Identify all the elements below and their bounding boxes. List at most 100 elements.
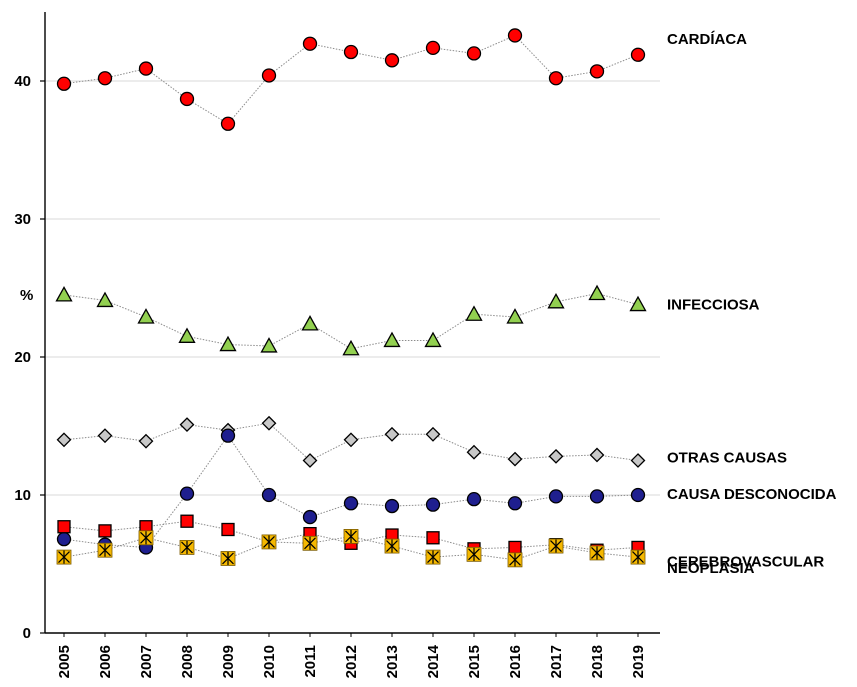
data-point <box>137 308 155 324</box>
x-tick-label: 2015 <box>466 645 483 678</box>
series-line <box>63 293 639 350</box>
series-line <box>63 434 639 548</box>
y-tick-label: 10 <box>14 487 31 504</box>
data-point <box>507 496 523 511</box>
data-point <box>97 428 113 444</box>
data-point <box>260 337 278 353</box>
x-tick-label: 2010 <box>261 645 278 678</box>
data-point <box>466 46 482 61</box>
series-otras-causas <box>56 415 646 468</box>
data-point <box>589 447 605 463</box>
data-point <box>343 44 359 60</box>
data-point <box>343 496 359 511</box>
data-point <box>425 40 441 56</box>
x-tick-label: 2016 <box>507 645 524 678</box>
data-point <box>302 509 318 525</box>
x-tick-label: 2007 <box>138 645 155 678</box>
data-point <box>302 36 318 51</box>
data-point <box>301 315 319 331</box>
data-point <box>343 529 359 544</box>
data-point <box>384 538 400 554</box>
x-tick-label: 2006 <box>97 645 114 678</box>
x-tick-label: 2013 <box>384 645 401 678</box>
data-point <box>343 432 359 448</box>
data-point <box>56 432 72 448</box>
data-point <box>179 417 195 433</box>
data-point <box>56 549 72 565</box>
y-tick-label: 0 <box>23 625 31 642</box>
data-point <box>261 534 277 550</box>
data-point <box>97 71 113 86</box>
data-point <box>56 532 72 547</box>
x-tick-label: 2005 <box>56 645 73 678</box>
data-point <box>425 549 441 565</box>
data-point <box>56 76 72 91</box>
data-point <box>220 428 236 443</box>
series-label-cerebrovascular: CEREBROVASCULAR <box>667 553 824 570</box>
data-point <box>384 426 400 442</box>
series-neoplasia <box>56 529 646 568</box>
data-point <box>179 540 195 555</box>
data-point <box>507 451 523 467</box>
series-label-causa-desconocida: CAUSA DESCONOCIDA <box>667 486 837 503</box>
series-label-neoplasia: NEOPLASIA <box>667 560 755 577</box>
data-point <box>219 335 237 352</box>
data-point <box>466 546 482 562</box>
x-tick-label: 2011 <box>302 645 319 678</box>
axes: 0 10 20 30 40 2005 2006 2007 2008 2009 2010 2011 201… <box>14 12 660 678</box>
data-point <box>261 68 277 83</box>
x-tick-label: 2017 <box>548 645 565 678</box>
data-point <box>179 91 195 107</box>
data-point <box>506 308 524 324</box>
data-point <box>589 545 605 561</box>
x-tick-label: 2009 <box>220 645 237 678</box>
data-point <box>507 28 523 43</box>
x-tick-label: 2008 <box>179 645 196 678</box>
gridlines <box>45 80 660 496</box>
data-point <box>97 542 113 558</box>
x-tick-label: 2018 <box>589 645 606 678</box>
y-tick-label: 20 <box>14 349 31 366</box>
data-point <box>138 433 154 449</box>
data-point <box>630 487 646 503</box>
data-point <box>426 531 440 545</box>
data-point <box>138 61 154 76</box>
data-point <box>630 453 646 468</box>
data-point <box>220 116 236 131</box>
data-point <box>384 53 400 68</box>
x-tick-label: 2019 <box>630 645 647 678</box>
data-point <box>179 486 195 501</box>
series-label-cardiaca: CARDÍACA <box>667 31 747 48</box>
series-label-infecciosa: INFECCIOSA <box>667 297 760 314</box>
series-line <box>63 422 639 462</box>
data-point <box>98 524 112 538</box>
data-point <box>261 487 277 503</box>
series-infecciosa <box>55 284 647 356</box>
data-point <box>547 292 565 309</box>
data-point <box>508 540 522 555</box>
data-point <box>630 47 646 62</box>
data-point <box>507 552 523 568</box>
series <box>55 28 647 568</box>
series-labels: CARDÍACA INFECCIOSA OTRAS CAUSAS CAUSA DESC… <box>667 31 837 577</box>
data-point <box>466 444 482 460</box>
data-point <box>383 331 401 348</box>
data-point <box>138 530 154 546</box>
data-point <box>57 520 71 534</box>
data-point <box>342 339 360 356</box>
data-point <box>384 498 400 514</box>
data-point <box>465 305 483 321</box>
data-point <box>220 551 236 566</box>
data-point <box>425 497 441 512</box>
data-point <box>630 549 646 565</box>
y-tick-label: 40 <box>14 73 31 90</box>
y-tick-label: 30 <box>14 211 31 228</box>
x-tick-label: 2012 <box>343 645 360 678</box>
data-point <box>589 64 605 79</box>
data-point <box>548 448 564 464</box>
data-point <box>96 291 114 308</box>
data-point <box>548 489 564 504</box>
data-point <box>261 415 277 431</box>
data-point <box>425 426 441 442</box>
